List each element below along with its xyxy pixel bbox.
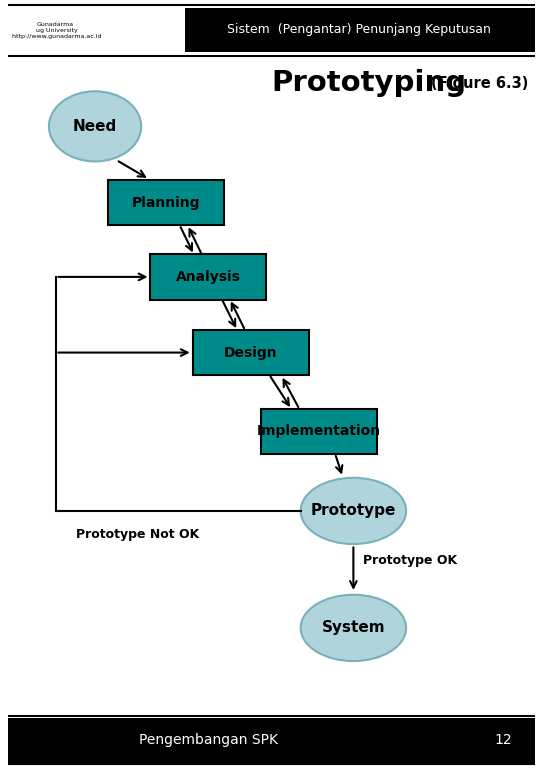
Text: Prototyping: Prototyping — [272, 69, 467, 98]
FancyBboxPatch shape — [193, 330, 308, 375]
Text: (Figure 6.3): (Figure 6.3) — [431, 76, 529, 91]
Ellipse shape — [301, 594, 406, 661]
FancyBboxPatch shape — [261, 409, 377, 454]
Ellipse shape — [49, 91, 141, 161]
Text: Pengembangan SPK: Pengembangan SPK — [139, 733, 278, 747]
Text: Planning: Planning — [132, 196, 200, 210]
Text: Prototype Not OK: Prototype Not OK — [76, 528, 199, 541]
FancyBboxPatch shape — [185, 8, 535, 52]
FancyBboxPatch shape — [151, 254, 266, 300]
Text: Prototype: Prototype — [310, 503, 396, 519]
Ellipse shape — [301, 477, 406, 544]
Text: System: System — [321, 620, 385, 636]
Text: Need: Need — [73, 119, 117, 134]
Text: Implementation: Implementation — [257, 424, 381, 438]
Text: Prototype OK: Prototype OK — [363, 554, 457, 566]
FancyBboxPatch shape — [108, 180, 224, 225]
FancyBboxPatch shape — [8, 718, 535, 763]
Text: Sistem  (Pengantar) Penunjang Keputusan: Sistem (Pengantar) Penunjang Keputusan — [227, 23, 491, 36]
Text: Analysis: Analysis — [176, 270, 241, 284]
Text: Design: Design — [224, 346, 278, 360]
Text: 12: 12 — [495, 733, 512, 747]
Text: Gunadarma
 ug University
 http://www.gunadarma.ac.id: Gunadarma ug University http://www.gunad… — [10, 22, 102, 39]
